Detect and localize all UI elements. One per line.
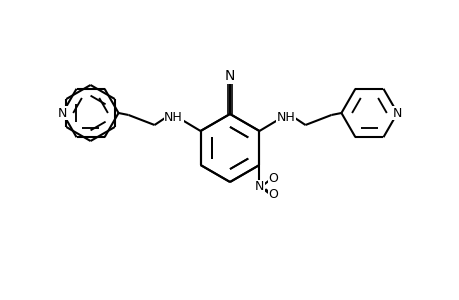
Text: NH: NH <box>276 110 295 124</box>
Text: N: N <box>392 106 401 119</box>
Text: NH: NH <box>164 110 183 124</box>
Text: N: N <box>254 181 263 194</box>
Text: N: N <box>224 69 235 83</box>
Text: O: O <box>268 172 278 185</box>
Text: N: N <box>58 106 67 119</box>
Text: O: O <box>268 188 278 202</box>
